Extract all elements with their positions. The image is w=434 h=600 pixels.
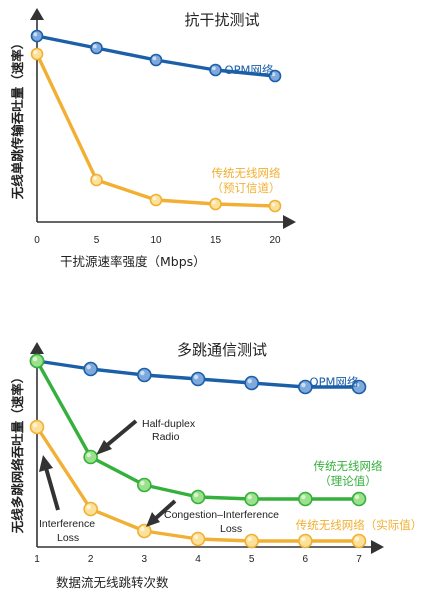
chart-2-series-0-point-2-highlight xyxy=(140,370,145,376)
chart-1-series-0-point-1-highlight xyxy=(92,44,97,49)
chart-1-series-0-point-2-highlight xyxy=(152,56,157,61)
chart-2-series-2-point-1 xyxy=(83,501,98,517)
chart-1-series-1-point-0 xyxy=(30,47,44,61)
arrow-congestion xyxy=(146,499,177,527)
chart-2-x-tick-4: 5 xyxy=(249,554,255,565)
chart-1-legend-opm: OPM网络 xyxy=(225,63,274,77)
chart-2-legend-actual: 传统无线网络（实际值） xyxy=(296,518,423,532)
chart-2-series-1-point-2-highlight xyxy=(140,480,145,486)
chart-2-series-1-point-3-highlight xyxy=(193,492,199,498)
chart-1-series-0-point-4-highlight xyxy=(271,72,276,77)
chart-1-y-axis-arrow xyxy=(30,8,44,20)
chart-1-series-1-point-2 xyxy=(149,193,163,207)
chart-1-x-tick-1: 5 xyxy=(94,235,100,246)
chart-1-y-axis-label: 无线单跳传输吞吐量（速率） xyxy=(10,37,25,201)
chart-2-series-1-point-6 xyxy=(351,491,367,507)
chart-1-series-0-point-2 xyxy=(149,53,163,67)
chart-1-title: 抗干扰测试 xyxy=(184,11,259,29)
chart-2-x-tick-6: 7 xyxy=(356,554,362,565)
chart-1-series-0-point-3-highlight xyxy=(211,66,216,71)
chart-2-x-tick-2: 3 xyxy=(142,554,148,565)
chart-2-series-2-point-4 xyxy=(244,533,259,549)
chart-2-series-0-point-3 xyxy=(190,371,206,387)
chart-2-title: 多跳通信测试 xyxy=(177,341,267,359)
chart-2-series-1-point-3 xyxy=(190,489,206,505)
chart-2-series-1-point-5 xyxy=(298,491,313,507)
chart-1-legend-traditional-line2: （预订信道） xyxy=(212,181,281,195)
chart-1-series-0-point-0-highlight xyxy=(33,32,38,37)
chart-2-x-axis-label: 数据流无线跳转次数 xyxy=(56,575,169,590)
chart-2-y-axis-arrow xyxy=(30,342,44,354)
chart-1-x-tick-3: 15 xyxy=(210,235,222,246)
chart-1-series-1-point-1-highlight xyxy=(92,176,97,181)
chart-2-series-2-point-0-highlight xyxy=(32,422,38,428)
chart-2-series-2-point-2 xyxy=(137,523,152,539)
chart-2-y-axis-label: 无线多跳网络吞吐量（速率） xyxy=(10,371,25,535)
chart-2-series-0-point-1-highlight xyxy=(86,364,91,370)
chart-1: 抗干扰测试 无线单跳传输吞吐量（速率） 干扰源速率强度（Mbps） 0 5 10 15… xyxy=(10,8,296,269)
chart-2-series-1-point-4 xyxy=(244,491,259,507)
chart-1-series-1-point-3 xyxy=(209,197,222,211)
chart-2-series-1-point-0 xyxy=(29,353,45,369)
chart-2-legend-theory-line1: 传统无线网络 xyxy=(314,459,383,473)
chart-2-x-axis-arrow xyxy=(371,540,384,554)
chart-2-series-1-point-1-highlight xyxy=(86,452,91,458)
chart-2-series-1-point-0-highlight xyxy=(32,356,38,362)
annotation-interference-line2: Loss xyxy=(57,532,79,544)
chart-1-series-0-point-3 xyxy=(209,63,222,77)
chart-2-x-tick-3: 4 xyxy=(195,554,201,565)
arrow-half-duplex xyxy=(96,419,138,455)
chart-1-x-tick-0: 0 xyxy=(34,235,40,246)
chart-1-x-tick-4: 20 xyxy=(269,235,281,246)
chart-2-series-1-point-2 xyxy=(137,477,152,493)
chart-1-series-0-point-0 xyxy=(30,29,44,43)
chart-1-x-tick-2: 10 xyxy=(150,235,162,246)
chart-2-series-2-point-3 xyxy=(190,531,206,547)
chart-2-series-0-point-3-highlight xyxy=(193,374,199,380)
chart-2-series-1-point-1 xyxy=(83,449,98,465)
chart-2: 多跳通信测试 无线多跳网络吞吐量（速率） 数据流无线跳转次数 1 2 3 4 5 6 7 O… xyxy=(10,341,422,590)
chart-2-series-2-point-6-highlight xyxy=(354,536,360,542)
annotation-congestion-line2: Loss xyxy=(220,523,242,535)
chart-1-x-axis-label: 干扰源速率强度（Mbps） xyxy=(60,254,206,269)
chart-1-series-1-point-4 xyxy=(268,199,282,213)
chart-2-legend-opm: OPM网络 xyxy=(310,375,359,389)
annotation-interference-line1: Interference xyxy=(39,518,95,530)
chart-1-series-1-point-4-highlight xyxy=(271,202,276,207)
chart-2-series-0-point-5-highlight xyxy=(301,382,306,388)
chart-2-series-2-point-0 xyxy=(29,419,45,435)
chart-1-series-1-point-0-highlight xyxy=(33,50,38,55)
chart-2-series-1-point-6-highlight xyxy=(354,494,360,500)
chart-2-series-2-point-2-highlight xyxy=(140,526,145,532)
chart-2-series-0-point-2 xyxy=(137,367,152,383)
chart-2-legend-theory-line2: （理论值） xyxy=(319,474,377,488)
chart-2-series-0-point-6-highlight xyxy=(354,382,360,388)
chart-1-series-1-point-1 xyxy=(90,173,103,187)
annotation-congestion-line1: Congestion–Interference xyxy=(164,509,279,521)
chart-2-series-2-point-6 xyxy=(351,533,367,549)
annotation-half-duplex-line2: Radio xyxy=(152,431,180,443)
chart-2-series-0-point-4-highlight xyxy=(247,378,252,384)
chart-2-series-0-point-4 xyxy=(244,375,259,391)
chart-2-series-1-point-5-highlight xyxy=(301,494,306,500)
arrow-interference xyxy=(39,455,60,511)
chart-2-x-tick-0: 1 xyxy=(34,554,40,565)
chart-1-series-1-point-2-highlight xyxy=(152,196,157,201)
chart-2-series-2-point-1-highlight xyxy=(86,504,91,510)
chart-2-series-0-point-1 xyxy=(83,361,98,377)
chart-1-x-axis-arrow xyxy=(283,215,296,229)
chart-2-series-2-point-5 xyxy=(298,533,313,549)
chart-2-series-2-point-3-highlight xyxy=(193,534,199,540)
chart-1-legend-traditional-line1: 传统无线网络 xyxy=(212,166,281,180)
chart-2-x-tick-1: 2 xyxy=(88,554,94,565)
chart-1-series-0-point-1 xyxy=(90,41,103,55)
annotation-half-duplex-line1: Half-duplex xyxy=(142,418,196,430)
chart-2-x-tick-5: 6 xyxy=(303,554,309,565)
chart-1-series-1-point-3-highlight xyxy=(211,200,216,205)
chart-2-series-2-point-4-highlight xyxy=(247,536,252,542)
chart-2-series-2-point-5-highlight xyxy=(301,536,306,542)
chart-2-series-1-point-4-highlight xyxy=(247,494,252,500)
